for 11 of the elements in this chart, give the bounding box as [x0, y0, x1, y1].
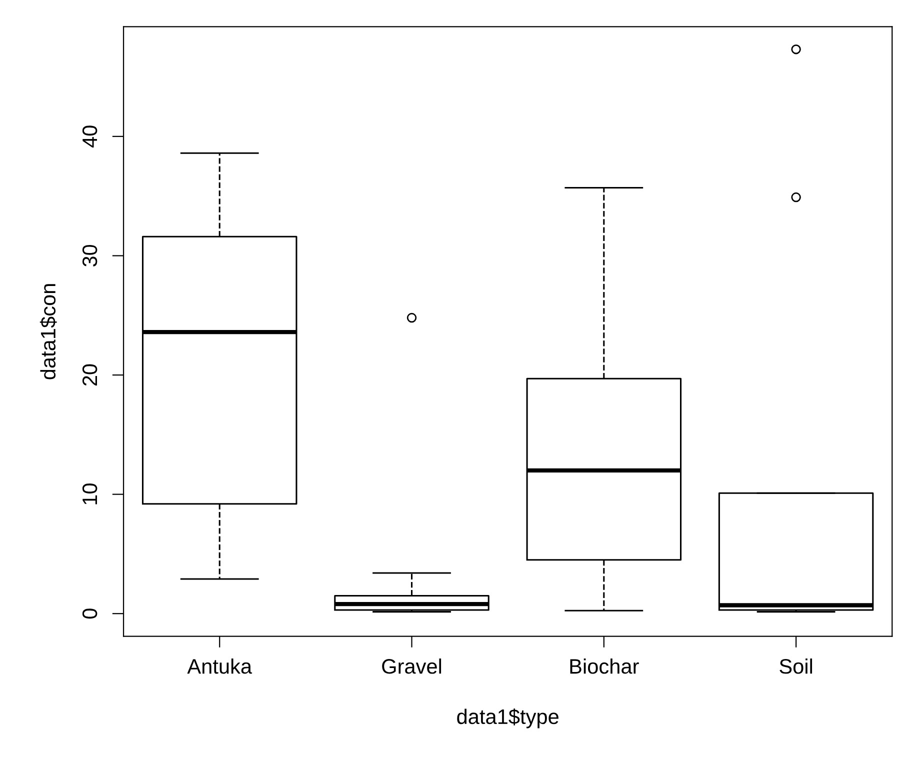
- x-tick-label: Antuka: [187, 658, 252, 674]
- y-tick-label: 40: [82, 126, 98, 148]
- x-tick-label: Soil: [780, 658, 812, 674]
- y-axis-title: data1$con: [40, 284, 57, 380]
- x-axis-title: data1$type: [457, 708, 558, 728]
- x-tick-label: Gravel: [382, 658, 442, 674]
- y-tick-label: 0: [82, 608, 98, 619]
- y-tick-label: 10: [82, 484, 98, 504]
- x-tick-label: Biochar: [570, 658, 639, 674]
- y-tick-label: 20: [82, 364, 98, 386]
- y-tick-label: 30: [82, 244, 98, 267]
